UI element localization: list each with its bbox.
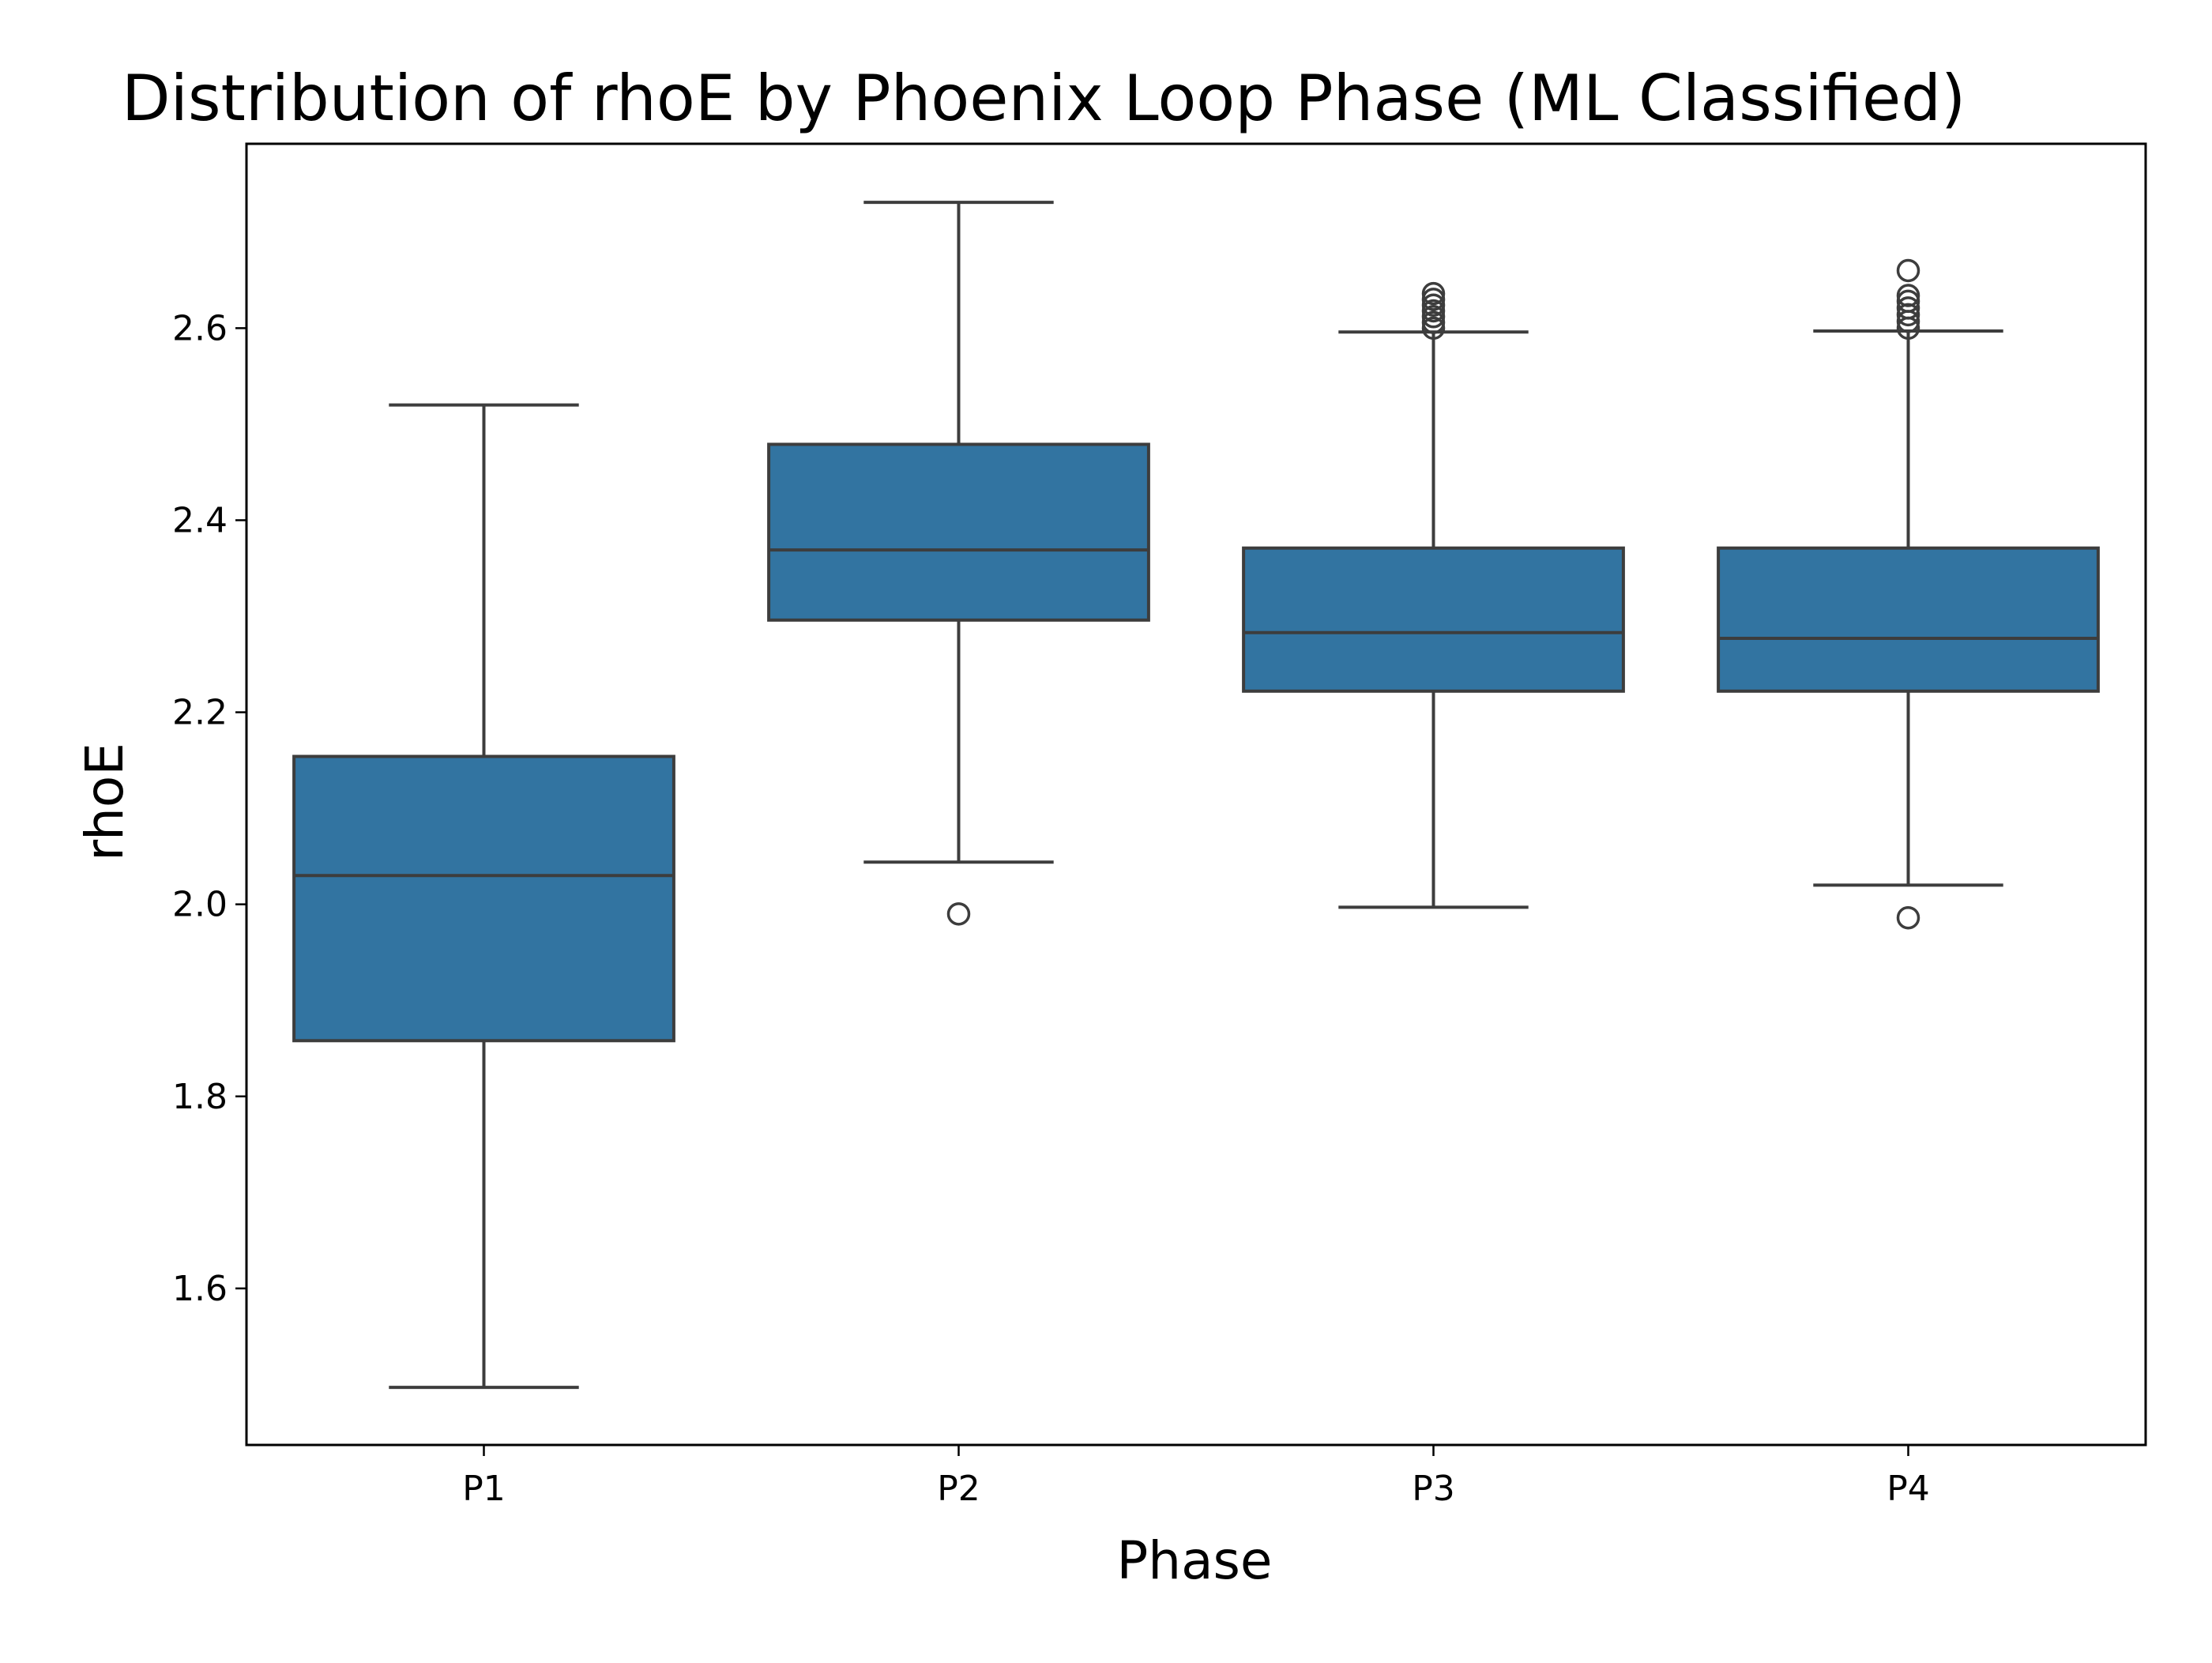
outlier-point (1421, 293, 1446, 317)
x-tick-label: P1 (462, 1469, 506, 1509)
outlier-point (1896, 905, 1920, 930)
outlier-point (1421, 305, 1446, 329)
outlier-point (1421, 310, 1446, 334)
x-tick-label: P3 (1412, 1469, 1455, 1509)
outlier-point (1896, 296, 1920, 320)
x-axis-label: Phase (1116, 1530, 1272, 1591)
outlier-point (1896, 289, 1920, 314)
outlier-point (1421, 281, 1446, 306)
iqr-box-p4 (1717, 546, 2100, 693)
iqr-box-p1 (292, 754, 675, 1043)
outlier-point (1421, 299, 1446, 323)
outlier-point (1421, 288, 1446, 311)
y-tick-label: 2.2 (172, 693, 228, 733)
outlier-point (1421, 316, 1446, 341)
y-tick-label: 2.4 (172, 500, 228, 540)
outlier-point (1896, 284, 1920, 307)
y-tick-label: 1.6 (172, 1269, 228, 1309)
outlier-point (1896, 258, 1920, 283)
outlier-point (946, 902, 971, 926)
plot-frame (245, 142, 2147, 1447)
y-axis-label: rhoE (74, 743, 135, 861)
y-tick-label: 1.8 (172, 1077, 228, 1117)
iqr-box-p2 (767, 442, 1150, 622)
chart-title: Distribution of rhoE by Phoenix Loop Pha… (122, 62, 1966, 135)
y-tick-label: 2.0 (172, 885, 228, 925)
iqr-box-p3 (1242, 546, 1625, 693)
y-tick-label: 2.6 (172, 308, 228, 348)
x-tick-label: P2 (937, 1469, 980, 1509)
x-tick-label: P4 (1887, 1469, 1930, 1509)
plot-area: 1.6 1.8 2.0 2.2 2.4 2.6 P1 P2 P3 P4 (172, 142, 2147, 1509)
